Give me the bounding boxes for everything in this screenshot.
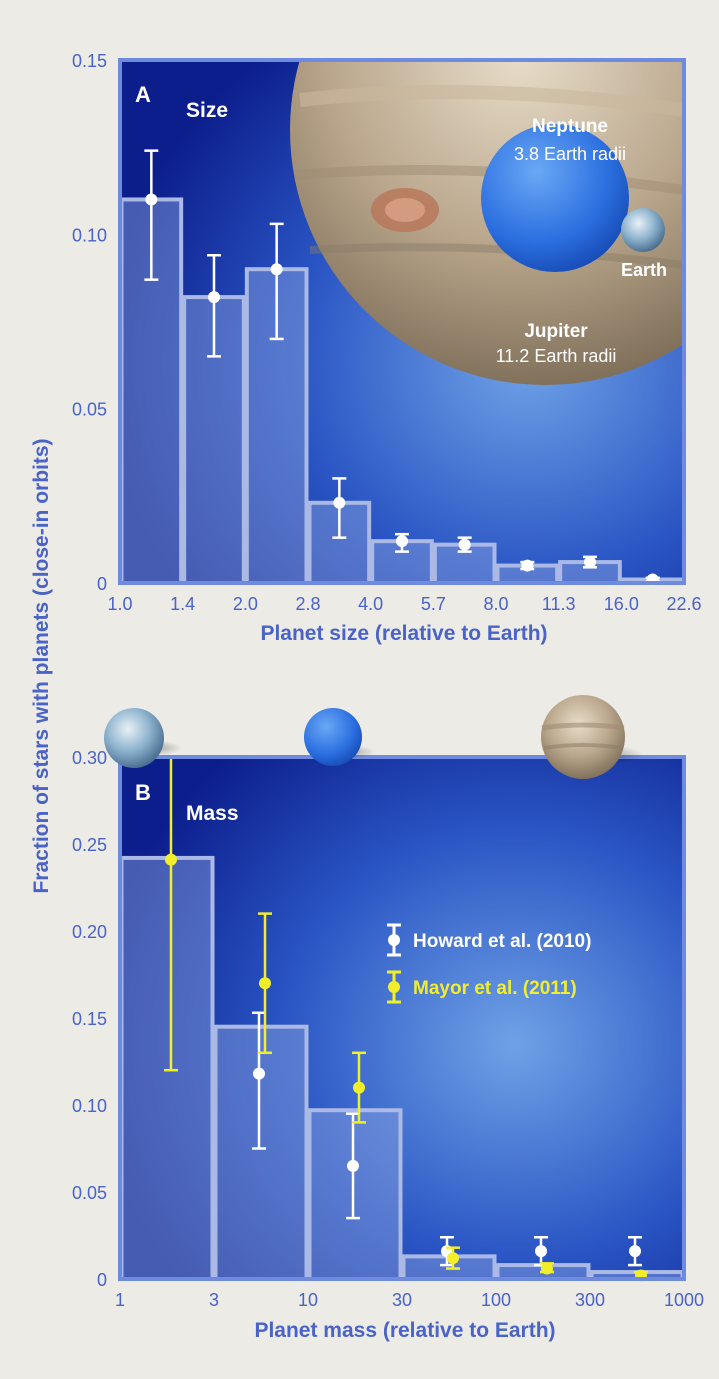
jupiter-label: Jupiter	[524, 321, 588, 342]
panel-a-frame	[118, 58, 686, 585]
jupiter-band	[309, 243, 684, 269]
panel-b-y-ticks: 0 0.05 0.10 0.15 0.20 0.25 0.30	[72, 748, 107, 1290]
panel-b-data-point	[541, 1262, 553, 1275]
planet-illustration	[290, 60, 684, 385]
panel-a-y-tick-label: 0.10	[72, 225, 107, 245]
panel-b-bars	[119, 855, 685, 1282]
panel-b-data-point	[253, 1067, 265, 1080]
earth-label: Earth	[621, 260, 667, 280]
panel-b-y-tick-label: 0.15	[72, 1009, 107, 1029]
panel-b-bar	[213, 1024, 309, 1281]
panel-a-x-tick-label: 1.4	[170, 594, 195, 614]
panel-a-data-point	[270, 263, 283, 276]
panel-b-data-point	[259, 977, 271, 990]
panel-b-y-tick-label: 0.10	[72, 1096, 107, 1116]
panel-a-x-axis-label: Planet size (relative to Earth)	[260, 622, 547, 645]
panel-a-title: Size	[186, 99, 228, 122]
panel-a-size: Neptune 3.8 Earth radii Earth Jupiter 11…	[72, 51, 702, 645]
panel-b-x-tick-label: 10	[298, 1290, 318, 1310]
panel-a-x-tick-label: 2.8	[295, 594, 320, 614]
legend-howard-label: Howard et al. (2010)	[413, 931, 591, 952]
panel-b-y-tick-label: 0	[97, 1270, 107, 1290]
panel-a-data-point	[333, 496, 346, 509]
panel-b-data-point	[535, 1245, 547, 1258]
panel-a-x-tick-label: 2.0	[233, 594, 258, 614]
legend-howard-marker	[388, 934, 400, 946]
panel-b-data-point	[353, 1081, 365, 1094]
jupiter-band	[299, 85, 684, 117]
panel-a-data-point	[208, 291, 220, 304]
legend-mayor-marker	[388, 981, 400, 993]
neptune-icon	[304, 708, 362, 766]
panel-b-mass: B Mass Howard et al. (2010) Mayor et al.…	[72, 695, 704, 1342]
panel-b-x-tick-label: 3	[209, 1290, 219, 1310]
great-red-spot	[385, 198, 425, 222]
jupiter-size-label: 11.2 Earth radii	[496, 346, 617, 366]
neptune-label: Neptune	[532, 116, 608, 137]
panel-a-x-tick-label: 22.6	[666, 594, 701, 614]
panel-a-data-point	[458, 538, 471, 551]
jupiter-icon	[541, 695, 625, 779]
neptune-size-label: 3.8 Earth radii	[514, 144, 626, 164]
panel-a-y-ticks: 0 0.05 0.10 0.15	[72, 51, 107, 594]
panel-b-x-tick-label: 1000	[664, 1290, 704, 1310]
panel-b-data-point	[447, 1252, 459, 1265]
panel-a-x-ticks: 1.0 1.4 2.0 2.8 4.0 5.7 8.0 11.3 16.0 22.6	[107, 594, 701, 614]
panel-a-y-tick-label: 0.15	[72, 51, 107, 71]
jupiter-icon-band	[541, 722, 625, 731]
panel-a-data-point	[584, 556, 596, 569]
panel-b-data-point	[165, 853, 177, 866]
panel-b-points	[164, 755, 648, 1282]
panel-b-y-tick-label: 0.25	[72, 835, 107, 855]
neptune-image	[481, 124, 629, 272]
jupiter-band	[294, 165, 684, 195]
panel-a-x-tick-label: 16.0	[604, 594, 639, 614]
panel-a-data-point	[521, 559, 534, 572]
panel-b-bar	[307, 1108, 403, 1281]
panel-a-x-tick-label: 5.7	[421, 594, 446, 614]
panel-b-frame	[118, 755, 686, 1281]
panel-b-y-tick-label: 0.30	[72, 748, 107, 768]
shared-y-axis-label: Fraction of stars with planets (close-in…	[30, 438, 53, 893]
panel-b-y-tick-label: 0.05	[72, 1183, 107, 1203]
panel-a-y-tick-label: 0.05	[72, 400, 107, 420]
panel-b-x-axis-label: Planet mass (relative to Earth)	[254, 1319, 555, 1342]
panel-a-x-tick-label: 8.0	[483, 594, 508, 614]
panel-a-data-point	[145, 193, 158, 206]
earth-image	[621, 208, 665, 252]
panel-b-x-tick-label: 1	[115, 1290, 125, 1310]
panel-b-data-point	[629, 1245, 641, 1258]
panel-a-y-tick-label: 0	[97, 574, 107, 594]
panel-b-x-tick-label: 100	[481, 1290, 511, 1310]
panel-b-x-ticks: 1 3 10 30 100 300 1000	[115, 1290, 704, 1310]
panel-b-x-tick-label: 300	[575, 1290, 605, 1310]
panel-b-title: Mass	[186, 802, 239, 825]
earth-icon	[104, 708, 164, 768]
jupiter-icon-band	[543, 743, 623, 750]
panel-a-data-point	[396, 535, 408, 548]
panel-a-x-tick-label: 11.3	[542, 594, 576, 614]
legend-mayor-label: Mayor et al. (2011)	[413, 978, 577, 999]
panel-a-x-tick-label: 1.0	[107, 594, 132, 614]
panel-b-letter: B	[135, 780, 151, 805]
panel-b-bar	[119, 855, 215, 1281]
panel-b-x-tick-label: 30	[392, 1290, 412, 1310]
panel-a-letter: A	[135, 82, 151, 107]
legend: Howard et al. (2010) Mayor et al. (2011)	[387, 923, 591, 1004]
panel-a-x-tick-label: 4.0	[358, 594, 383, 614]
panel-b-y-tick-label: 0.20	[72, 922, 107, 942]
panel-b-data-point	[347, 1159, 359, 1172]
